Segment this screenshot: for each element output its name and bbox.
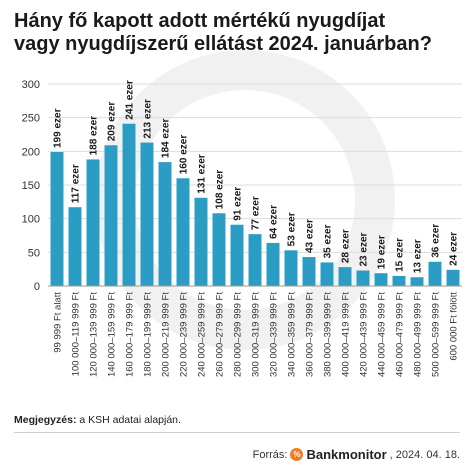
x-tick-label: 220 000–239 999 Ft (179, 292, 190, 377)
x-tick-label: 160 000–179 999 Ft (125, 292, 136, 377)
bar (86, 159, 100, 286)
y-tick-label: 250 (22, 113, 40, 125)
bar (140, 142, 154, 286)
bar (230, 224, 244, 286)
data-label: 15 ezer (395, 238, 406, 272)
data-label: 188 ezer (89, 116, 100, 156)
bankmonitor-logo-icon: % (290, 448, 304, 461)
data-label: 209 ezer (107, 102, 118, 142)
y-tick-label: 300 (22, 80, 40, 91)
bar (266, 242, 280, 286)
data-label: 131 ezer (197, 154, 208, 194)
x-tick-label: 260 000–279 999 Ft (215, 292, 226, 377)
x-tick-label: 240 000–259 999 Ft (197, 292, 208, 377)
x-tick-label: 380 000–399 999 Ft (323, 292, 334, 377)
data-label: 35 ezer (323, 224, 334, 258)
chart-title: Hány fő kapott adott mértékű nyugdíjat v… (14, 10, 464, 56)
y-tick-label: 200 (22, 146, 40, 158)
x-tick-label: 600 000 Ft fölött (449, 292, 460, 361)
bar (392, 275, 406, 286)
bar (104, 145, 118, 286)
bar (320, 262, 334, 286)
y-tick-label: 50 (28, 247, 40, 259)
data-label: 28 ezer (341, 229, 352, 263)
title-line-1: Hány fő kapott adott mértékű nyugdíjat (14, 10, 386, 32)
bar (176, 178, 190, 286)
x-tick-label: 460 000–479 999 Ft (395, 292, 406, 377)
x-tick-label: 320 000–339 999 Ft (269, 292, 280, 377)
x-tick-label: 360 000–379 999 Ft (305, 292, 316, 377)
source-date: , 2024. 04. 18. (389, 448, 460, 461)
data-label: 24 ezer (449, 232, 460, 266)
x-tick-label: 420 000–439 999 Ft (359, 292, 370, 377)
x-tick-label: 99 999 Ft alatt (53, 292, 64, 353)
data-label: 184 ezer (161, 119, 172, 159)
bar (338, 267, 352, 286)
x-tick-label: 100 000–119 999 Ft (71, 292, 82, 377)
bar (50, 152, 64, 286)
data-label: 43 ezer (305, 219, 316, 253)
x-tick-label: 140 000–159 999 Ft (107, 292, 118, 377)
data-label: 199 ezer (53, 108, 64, 148)
bar (68, 207, 82, 286)
data-label: 36 ezer (431, 224, 442, 258)
data-label: 241 ezer (125, 80, 136, 120)
data-label: 53 ezer (287, 212, 298, 246)
bar (284, 250, 298, 286)
bar (446, 269, 460, 286)
x-tick-label: 200 000–219 999 Ft (161, 292, 172, 377)
data-label: 213 ezer (143, 99, 154, 139)
y-tick-label: 0 (34, 281, 40, 293)
footnote: Megjegyzés: a KSH adatai alapján. (14, 414, 181, 426)
x-tick-label: 280 000–299 999 Ft (233, 292, 244, 377)
data-label: 19 ezer (377, 235, 388, 269)
data-label: 23 ezer (359, 232, 370, 266)
bar (374, 273, 388, 286)
bar-chart: 0 50 100 150 200 250 300 199 ezer 99 999 Ft alat… (22, 79, 462, 377)
chart-area: 0 50 100 150 200 250 300 199 ezer 99 999 Ft alat… (0, 79, 474, 410)
bar (428, 261, 442, 286)
bar (158, 162, 172, 286)
bar (212, 213, 226, 286)
bar (194, 197, 208, 286)
title-line-2: vagy nyugdíjszerű ellátást 2024. januárb… (14, 33, 432, 55)
x-tick-label: 120 000–139 999 Ft (89, 292, 100, 377)
footer-divider (14, 432, 460, 433)
x-tick-label: 180 000–199 999 Ft (143, 292, 154, 377)
data-label: 108 ezer (215, 170, 226, 210)
data-label: 117 ezer (71, 164, 82, 203)
data-label: 77 ezer (251, 196, 262, 230)
note-label: Megjegyzés: (14, 414, 77, 426)
x-tick-label: 480 000–499 999 Ft (413, 292, 424, 377)
data-label: 91 ezer (233, 187, 244, 221)
data-label: 13 ezer (413, 239, 424, 273)
y-tick-label: 100 (22, 214, 40, 226)
x-tick-label: 400 000–419 999 Ft (341, 292, 352, 377)
data-label: 64 ezer (269, 205, 280, 239)
brand-name: Bankmonitor (306, 447, 387, 462)
source-label: Forrás: (252, 448, 288, 461)
x-tick-label: 440 000–459 999 Ft (377, 292, 388, 377)
source-line: Forrás: % Bankmonitor, 2024. 04. 18. (253, 447, 460, 462)
bar (122, 123, 136, 286)
y-tick-label: 150 (22, 180, 40, 192)
x-tick-label: 500 000–599 999 Ft (431, 292, 442, 377)
bar (410, 277, 424, 286)
bar (248, 234, 262, 286)
bar (302, 257, 316, 286)
x-tick-label: 300 000–319 999 Ft (251, 292, 262, 377)
bar (356, 270, 370, 286)
x-tick-label: 340 000–359 999 Ft (287, 292, 298, 377)
data-label: 160 ezer (179, 135, 190, 175)
note-text: a KSH adatai alapján. (76, 414, 181, 426)
